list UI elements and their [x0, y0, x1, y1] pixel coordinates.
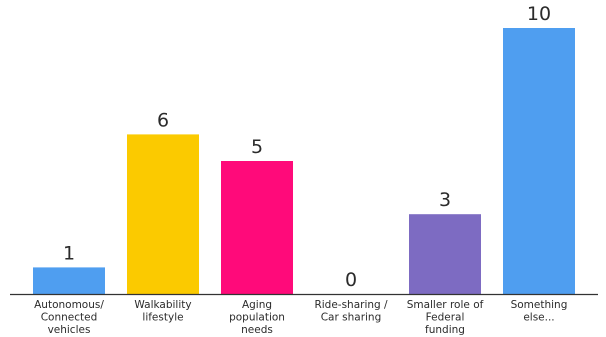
category-label-line: Walkability [134, 299, 191, 311]
category-label-line: Connected [41, 312, 98, 324]
category-label-line: Aging [242, 299, 272, 311]
category-label-line: Something [511, 299, 568, 311]
category-label: Smaller role of Federal funding [407, 299, 484, 336]
value-labels-group: 1 6 5 0 3 10 [63, 3, 551, 291]
category-label-line: else... [523, 312, 554, 324]
bar [127, 134, 199, 294]
bar-value-label: 0 [345, 269, 357, 291]
category-label-line: Ride-sharing / [314, 299, 388, 311]
category-label: Something else... [511, 299, 568, 324]
category-label-line: needs [241, 324, 273, 336]
category-label-line: Car sharing [321, 312, 382, 324]
bar-value-label: 10 [527, 3, 551, 25]
bar [221, 161, 293, 294]
bar-value-label: 6 [157, 109, 169, 131]
category-label: Walkability lifestyle [134, 299, 191, 324]
bar-value-label: 5 [251, 136, 263, 158]
bar-value-label: 1 [63, 242, 75, 264]
category-label: Ride-sharing / Car sharing [314, 299, 388, 324]
category-label-line: funding [425, 324, 465, 336]
category-label-line: Autonomous/ [34, 299, 104, 311]
category-label: Aging population needs [229, 299, 285, 336]
category-label-line: population [229, 312, 285, 324]
category-labels-group: Autonomous/Connected vehicles Walkability l… [34, 299, 567, 336]
bar [409, 214, 481, 294]
bars-group [33, 28, 575, 294]
category-label-line: lifestyle [142, 312, 183, 324]
bar [503, 28, 575, 294]
bar [33, 267, 105, 294]
category-label-line: Federal [426, 312, 465, 324]
category-label-line: Smaller role of [407, 299, 484, 311]
bar-value-label: 3 [439, 189, 451, 211]
category-label: Autonomous/Connected vehicles [34, 299, 104, 336]
category-label-line: vehicles [48, 324, 91, 336]
